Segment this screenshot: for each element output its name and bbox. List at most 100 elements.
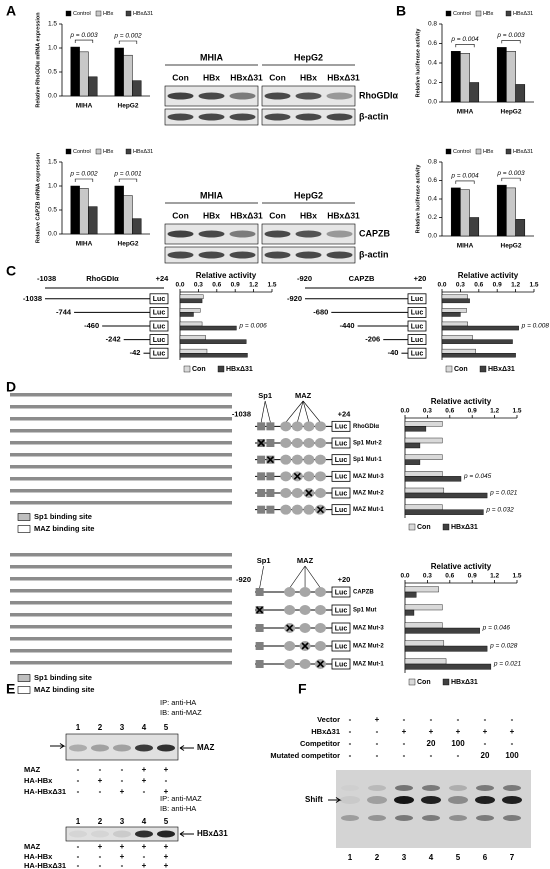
x-tick-label: 0.6 [212, 282, 221, 289]
blot-band [264, 113, 291, 121]
band-arrow [328, 797, 342, 803]
x-tick-label: MIHA [457, 243, 474, 250]
p-value: p = 0.001 [113, 171, 142, 178]
maz-site [284, 605, 296, 615]
luc-label: Luc [335, 661, 348, 668]
bar [114, 185, 124, 235]
site-label: Sp1 [257, 556, 271, 565]
bar [404, 604, 443, 611]
lane-number: 3 [120, 817, 125, 826]
sequence-line [10, 637, 232, 641]
lane-number: 3 [120, 723, 125, 732]
p-value: p = 0.021 [493, 661, 522, 668]
y-tick-label: 0.6 [428, 177, 437, 184]
maz-site [299, 587, 311, 597]
p-bracket [74, 178, 94, 182]
gel-band [421, 796, 441, 804]
sp1-site [266, 439, 275, 447]
protein-label: RhoGDIα [359, 90, 398, 100]
row-label: Vector [317, 715, 340, 724]
sp1-site [257, 472, 266, 481]
luc-label: Luc [335, 424, 348, 431]
lane-label: HBx [203, 210, 220, 220]
sp1-site [257, 489, 266, 497]
p-value: p = 0.046 [482, 625, 511, 632]
sign: - [165, 776, 168, 785]
construct-label: -460 [84, 321, 99, 330]
bar [404, 426, 427, 432]
sign: + [164, 861, 169, 869]
luc-box [331, 437, 351, 449]
maz-site [314, 421, 326, 432]
sequence-line [10, 649, 232, 653]
maz-site [314, 454, 326, 465]
bar [179, 294, 204, 300]
bar [404, 609, 415, 616]
p-value: p = 0.003 [69, 32, 98, 39]
lane-number: 4 [429, 853, 434, 862]
band-arrow [179, 831, 194, 837]
promoter-end: +24 [338, 409, 352, 418]
mutation-mark [301, 642, 309, 650]
site-legend-swatch [17, 525, 31, 533]
site-label: Sp1 [258, 391, 272, 400]
sp1-site [266, 489, 275, 497]
band-arrow [179, 745, 194, 751]
sign: - [143, 852, 146, 861]
y-axis-label: Relative CAPZB mRNA expression [35, 152, 41, 243]
bar [404, 645, 488, 652]
legend-swatch [408, 678, 416, 686]
blot-band [229, 113, 256, 121]
gel [336, 770, 531, 848]
bar [404, 627, 480, 634]
promoter-end: +20 [414, 274, 427, 283]
panel-label: D [6, 379, 16, 395]
legend-swatch [445, 148, 452, 155]
sign: + [164, 765, 169, 774]
site-label: MAZ [295, 391, 312, 400]
p-value: p = 0.008 [521, 323, 550, 330]
bar [114, 47, 124, 97]
blot-band [167, 92, 194, 100]
bar [441, 298, 470, 304]
blot-band [295, 113, 322, 121]
panel-label: C [6, 263, 16, 279]
blot-band [157, 830, 175, 838]
ip-label: IP: anti-MAZ [160, 794, 202, 803]
lane-number: 7 [510, 853, 515, 862]
luc-label: Luc [335, 507, 348, 514]
p-value: p = 0.028 [489, 643, 518, 650]
sp1-site [255, 624, 264, 632]
luc-label: Luc [335, 457, 348, 464]
legend-swatch [445, 365, 453, 373]
sign: - [403, 739, 406, 748]
sp1-site [257, 455, 266, 464]
x-tick-label: 1.2 [249, 282, 258, 289]
site-legend-label: Sp1 binding site [34, 673, 92, 682]
y-axis-label: Relative luciferase activity [415, 28, 421, 98]
bar [179, 312, 194, 317]
blot-band [264, 251, 291, 259]
y-tick-label: 0.6 [428, 40, 437, 47]
luc-label: Luc [335, 625, 348, 632]
bar [404, 591, 417, 598]
x-tick-label: MIHA [76, 241, 93, 248]
legend-label: Control [73, 149, 91, 155]
construct-label: -1038 [23, 294, 42, 303]
legend-swatch [95, 148, 102, 155]
x-tick-label: 1.5 [512, 408, 521, 415]
maz-site [291, 438, 303, 448]
lane-label: HBx [300, 72, 317, 82]
blot-band [229, 230, 256, 238]
blot-band [326, 92, 353, 100]
cell-line: MHIA [200, 190, 223, 200]
luc-label: Luc [335, 643, 348, 650]
legend-swatch [479, 365, 487, 373]
bar [404, 658, 447, 665]
lane-number: 1 [348, 853, 353, 862]
legend-swatch [183, 365, 191, 373]
bar [404, 492, 488, 499]
lane-number: 5 [164, 723, 169, 732]
bar [404, 663, 492, 670]
